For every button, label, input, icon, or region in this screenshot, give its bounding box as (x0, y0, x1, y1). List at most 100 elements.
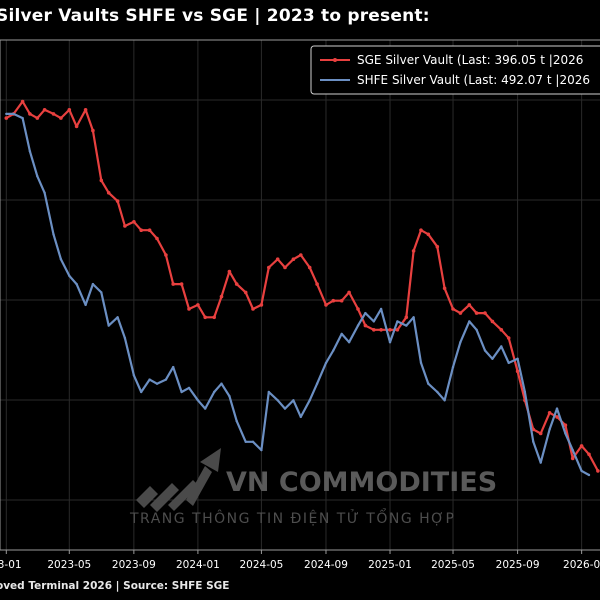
data-point-sge (4, 116, 9, 120)
data-point-sge (347, 290, 351, 295)
data-point-sge (324, 303, 328, 307)
data-point-sge (171, 282, 175, 286)
data-point-sge (451, 307, 455, 311)
data-point-shfe (516, 357, 519, 360)
data-point-shfe (75, 282, 78, 286)
data-point-shfe (548, 428, 551, 431)
data-point-sge (187, 307, 191, 311)
data-point-shfe (396, 320, 399, 323)
data-point-shfe (405, 324, 408, 327)
data-point-sge (67, 108, 72, 112)
data-point-shfe (459, 341, 462, 344)
data-point-sge (499, 328, 504, 332)
data-point-sge (28, 112, 32, 116)
data-point-shfe (340, 332, 343, 336)
data-point-shfe (148, 378, 151, 381)
data-point-shfe (84, 303, 87, 307)
data-point-sge (515, 369, 520, 374)
data-point-shfe (43, 191, 46, 194)
data-point-shfe (571, 448, 574, 452)
data-point-sge (91, 128, 95, 133)
legend-marker-sge (333, 58, 337, 62)
data-point-sge (363, 323, 368, 328)
data-point-sge (315, 282, 319, 286)
data-point-shfe (244, 440, 247, 443)
data-point-sge (467, 303, 472, 307)
data-point-sge (155, 236, 159, 241)
data-point-sge (147, 228, 152, 232)
data-point-sge (115, 199, 120, 203)
data-point-sge (339, 298, 344, 303)
data-point-shfe (267, 390, 270, 394)
data-point-sge (283, 265, 287, 270)
data-point-shfe (187, 386, 191, 390)
legend-label-shfe: SHFE Silver Vault (Last: 492.07 t |2026 (357, 73, 590, 87)
data-point-sge (458, 311, 463, 315)
data-point-shfe (507, 361, 510, 365)
data-point-shfe (364, 311, 367, 315)
data-point-shfe (172, 365, 175, 369)
data-point-shfe (372, 320, 375, 323)
data-point-shfe (443, 399, 446, 402)
data-point-sge (164, 253, 168, 257)
data-point-sge (395, 328, 400, 332)
grid-lines (0, 40, 600, 550)
data-point-shfe (5, 112, 8, 116)
data-point-sge (139, 228, 143, 232)
data-point-sge (483, 311, 487, 315)
data-point-sge (307, 265, 312, 270)
data-point-shfe (587, 473, 591, 477)
chart-title: Silver Vaults SHFE vs SGE | 2023 to pres… (0, 6, 430, 26)
data-point-sge (51, 112, 56, 116)
data-point-sge (251, 307, 255, 311)
data-point-sge (99, 178, 104, 183)
data-point-shfe (164, 378, 168, 381)
data-point-shfe (324, 361, 328, 365)
data-point-sge (196, 303, 200, 307)
data-point-shfe (36, 175, 39, 178)
data-point-shfe (180, 390, 183, 394)
data-point-shfe (292, 399, 295, 402)
data-point-sge (563, 423, 568, 428)
data-point-sge (219, 294, 224, 299)
data-point-shfe (491, 357, 494, 360)
data-point-sge (234, 282, 239, 286)
watermark: VN COMMODITIES TRANG THÔNG TIN ĐIỆN TỬ T… (129, 448, 497, 527)
legend: SGE Silver Vault (Last: 396.05 t |2026 S… (310, 45, 600, 95)
data-point-sge (538, 431, 543, 436)
data-point-shfe (107, 324, 110, 327)
data-point-sge (372, 328, 376, 332)
data-point-sge (379, 328, 383, 332)
data-point-sge (411, 249, 416, 253)
plot-frame (0, 39, 600, 551)
data-point-shfe (299, 415, 302, 419)
data-point-sge (579, 444, 584, 448)
data-point-shfe (68, 274, 71, 277)
data-point-shfe (500, 345, 503, 348)
data-point-shfe (388, 341, 392, 344)
data-point-shfe (451, 365, 455, 369)
data-point-shfe (12, 112, 15, 116)
x-tick-label: 2023-05 (47, 559, 91, 571)
data-point-sge (35, 116, 40, 120)
data-point-shfe (564, 432, 567, 435)
data-point-sge (356, 307, 360, 311)
data-point-sge (442, 286, 447, 291)
data-point-sge (547, 411, 552, 415)
data-point-shfe (379, 307, 383, 311)
data-point-shfe (196, 399, 200, 402)
data-point-sge (570, 456, 575, 461)
data-point-sge (106, 191, 111, 195)
data-point-shfe (228, 394, 231, 398)
series-line-shfe (6, 112, 590, 476)
legend-label-sge: SGE Silver Vault (Last: 396.05 t |2026 (357, 53, 583, 67)
data-point-shfe (260, 448, 263, 452)
x-tick-label: 2025-09 (496, 559, 540, 571)
data-point-sge (388, 328, 392, 332)
legend-box (310, 45, 600, 95)
data-point-shfe (580, 469, 583, 473)
data-point-shfe (347, 341, 351, 344)
source-footer: oved Terminal 2026 | Source: SHFE SGE (0, 580, 230, 592)
data-point-shfe (123, 336, 127, 340)
